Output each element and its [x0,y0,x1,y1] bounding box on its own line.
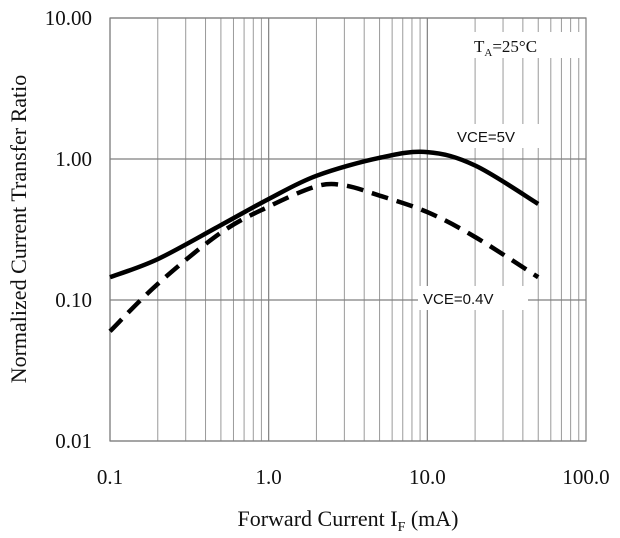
y-tick-label: 0.10 [55,288,92,312]
x-tick-label: 0.1 [97,465,123,489]
condition-label: TA=25°C [474,37,537,59]
series-label-bg-vce-5v [452,124,542,148]
series-label-vce-0-4v: VCE=0.4V [423,291,493,308]
series-line-vce-5v [109,149,540,280]
plot-frame [109,17,587,442]
condition-box [440,32,582,58]
x-axis-title: Forward Current IF (mA) [237,506,458,533]
series-label-bg-vce-0-4v [418,286,528,310]
x-tick-label: 100.0 [562,465,609,489]
y-tick-label: 10.00 [45,6,92,30]
series-layer [108,149,540,333]
y-tick-label: 1.00 [55,147,92,171]
y-tick-label: 0.01 [55,429,92,453]
series-label-vce-5v: VCE=5V [457,129,515,146]
series-line-vce-0-4v [108,181,540,333]
tick-labels: 0.1 1.0 10.0 100.0 0.01 0.10 1.00 10.00 [45,6,610,489]
x-tick-label: 10.0 [409,465,446,489]
y-axis-title: Normalized Current Transfer Ratio [6,75,31,384]
x-tick-label: 1.0 [256,465,282,489]
